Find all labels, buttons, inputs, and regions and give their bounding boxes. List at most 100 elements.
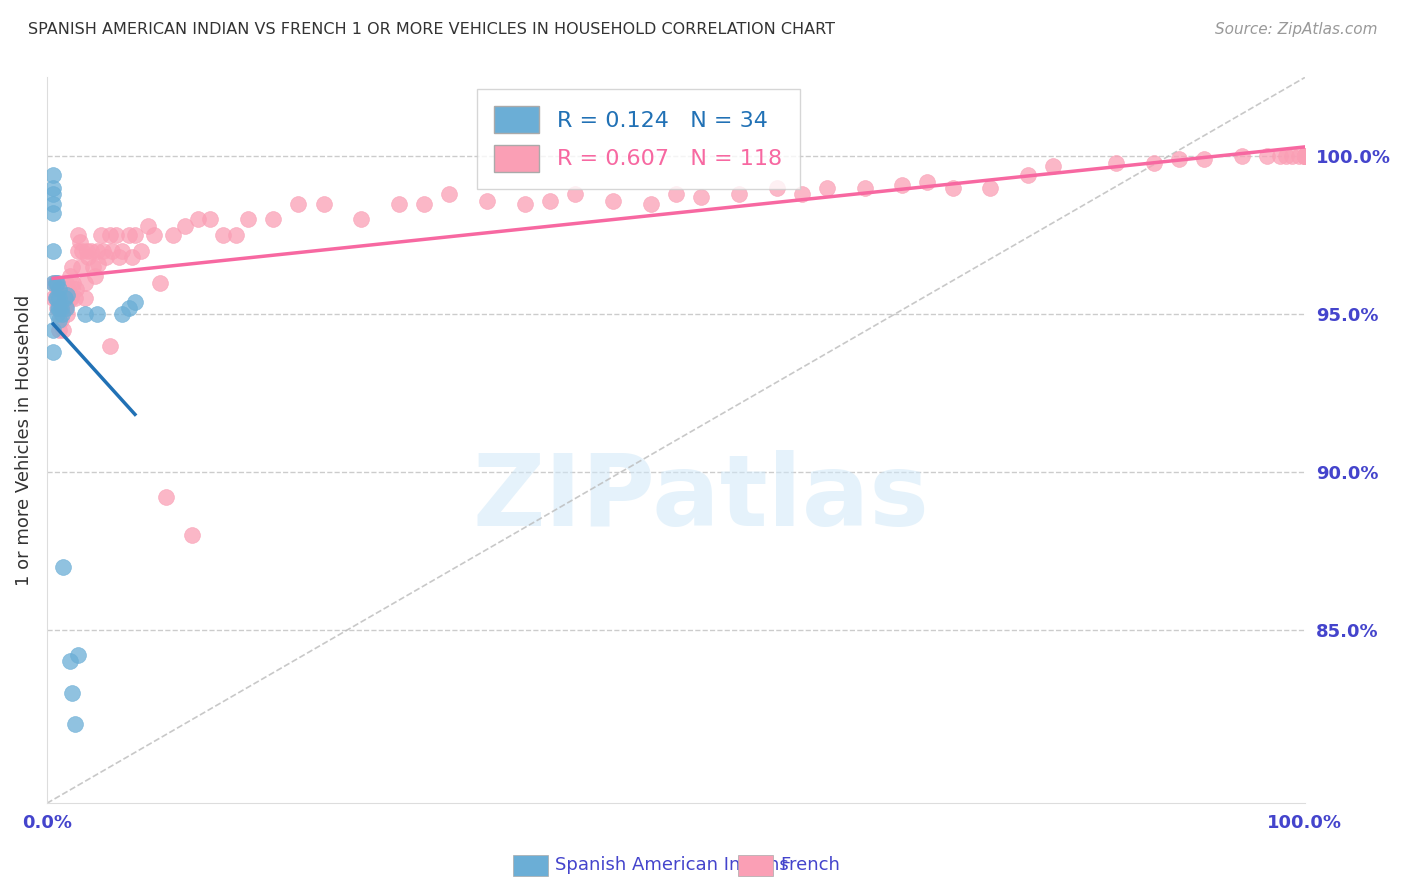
Point — [69, 235, 91, 249]
Point — [287, 196, 309, 211]
Point — [42, 345, 65, 359]
Point — [73, 291, 96, 305]
Point — [815, 181, 838, 195]
Point — [53, 282, 76, 296]
Point — [42, 291, 65, 305]
Point — [52, 559, 75, 574]
Point — [48, 313, 70, 327]
Point — [1288, 149, 1310, 163]
Point — [124, 228, 146, 243]
Point — [690, 190, 713, 204]
Point — [80, 244, 103, 258]
Point — [1294, 149, 1316, 163]
Point — [56, 307, 79, 321]
Point — [1294, 149, 1316, 163]
Point — [477, 194, 499, 208]
Point — [225, 228, 247, 243]
Point — [1294, 149, 1316, 163]
Point — [107, 250, 129, 264]
Point — [93, 244, 115, 258]
Point — [48, 282, 70, 296]
Text: ZIPatlas: ZIPatlas — [472, 450, 929, 547]
Point — [58, 654, 80, 668]
Point — [439, 187, 461, 202]
Point — [129, 244, 152, 258]
Point — [790, 187, 813, 202]
Point — [891, 178, 914, 192]
Point — [42, 196, 65, 211]
Point — [388, 196, 411, 211]
Point — [51, 301, 73, 315]
Point — [212, 228, 235, 243]
Point — [121, 250, 143, 264]
Point — [1143, 155, 1166, 169]
Point — [42, 168, 65, 182]
Point — [1042, 159, 1064, 173]
Text: Source: ZipAtlas.com: Source: ZipAtlas.com — [1215, 22, 1378, 37]
Point — [63, 717, 86, 731]
Point — [413, 196, 436, 211]
Point — [942, 181, 965, 195]
Point — [87, 257, 110, 271]
Point — [1294, 149, 1316, 163]
Point — [513, 196, 536, 211]
Point — [62, 276, 84, 290]
Point — [42, 323, 65, 337]
Point — [1294, 149, 1316, 163]
Point — [82, 260, 104, 274]
Point — [1268, 149, 1291, 163]
Point — [59, 291, 82, 305]
Point — [46, 301, 69, 315]
Point — [42, 181, 65, 195]
Point — [58, 269, 80, 284]
Point — [60, 282, 83, 296]
Point — [1256, 149, 1278, 163]
Point — [124, 294, 146, 309]
Point — [52, 323, 75, 337]
Point — [1294, 149, 1316, 163]
Point — [350, 212, 373, 227]
Point — [48, 291, 70, 305]
Point — [45, 291, 67, 305]
Legend: R = 0.124   N = 34, R = 0.607   N = 118: R = 0.124 N = 34, R = 0.607 N = 118 — [477, 88, 800, 189]
Point — [162, 228, 184, 243]
Point — [67, 244, 90, 258]
Y-axis label: 1 or more Vehicles in Household: 1 or more Vehicles in Household — [15, 294, 32, 586]
Point — [46, 291, 69, 305]
Point — [73, 307, 96, 321]
Point — [1194, 153, 1216, 167]
Point — [1294, 149, 1316, 163]
Point — [42, 187, 65, 202]
Point — [111, 307, 134, 321]
Point — [98, 228, 121, 243]
Point — [180, 528, 202, 542]
Point — [174, 219, 197, 233]
Point — [49, 301, 72, 315]
Point — [94, 250, 117, 264]
Point — [111, 244, 134, 258]
Point — [46, 282, 69, 296]
Point — [58, 291, 80, 305]
Point — [44, 276, 66, 290]
Point — [1294, 149, 1316, 163]
Point — [564, 187, 586, 202]
Point — [76, 244, 98, 258]
Point — [58, 282, 80, 296]
Point — [56, 288, 79, 302]
Point — [65, 282, 87, 296]
Point — [53, 301, 76, 315]
Point — [83, 269, 105, 284]
Point — [53, 291, 76, 305]
Point — [60, 686, 83, 700]
Point — [98, 339, 121, 353]
Point — [640, 196, 662, 211]
Point — [51, 282, 73, 296]
Point — [70, 244, 93, 258]
Text: French: French — [780, 856, 841, 874]
Point — [118, 301, 141, 315]
Text: SPANISH AMERICAN INDIAN VS FRENCH 1 OR MORE VEHICLES IN HOUSEHOLD CORRELATION CH: SPANISH AMERICAN INDIAN VS FRENCH 1 OR M… — [28, 22, 835, 37]
Point — [48, 301, 70, 315]
Point — [52, 291, 75, 305]
Point — [42, 244, 65, 258]
Point — [70, 260, 93, 274]
